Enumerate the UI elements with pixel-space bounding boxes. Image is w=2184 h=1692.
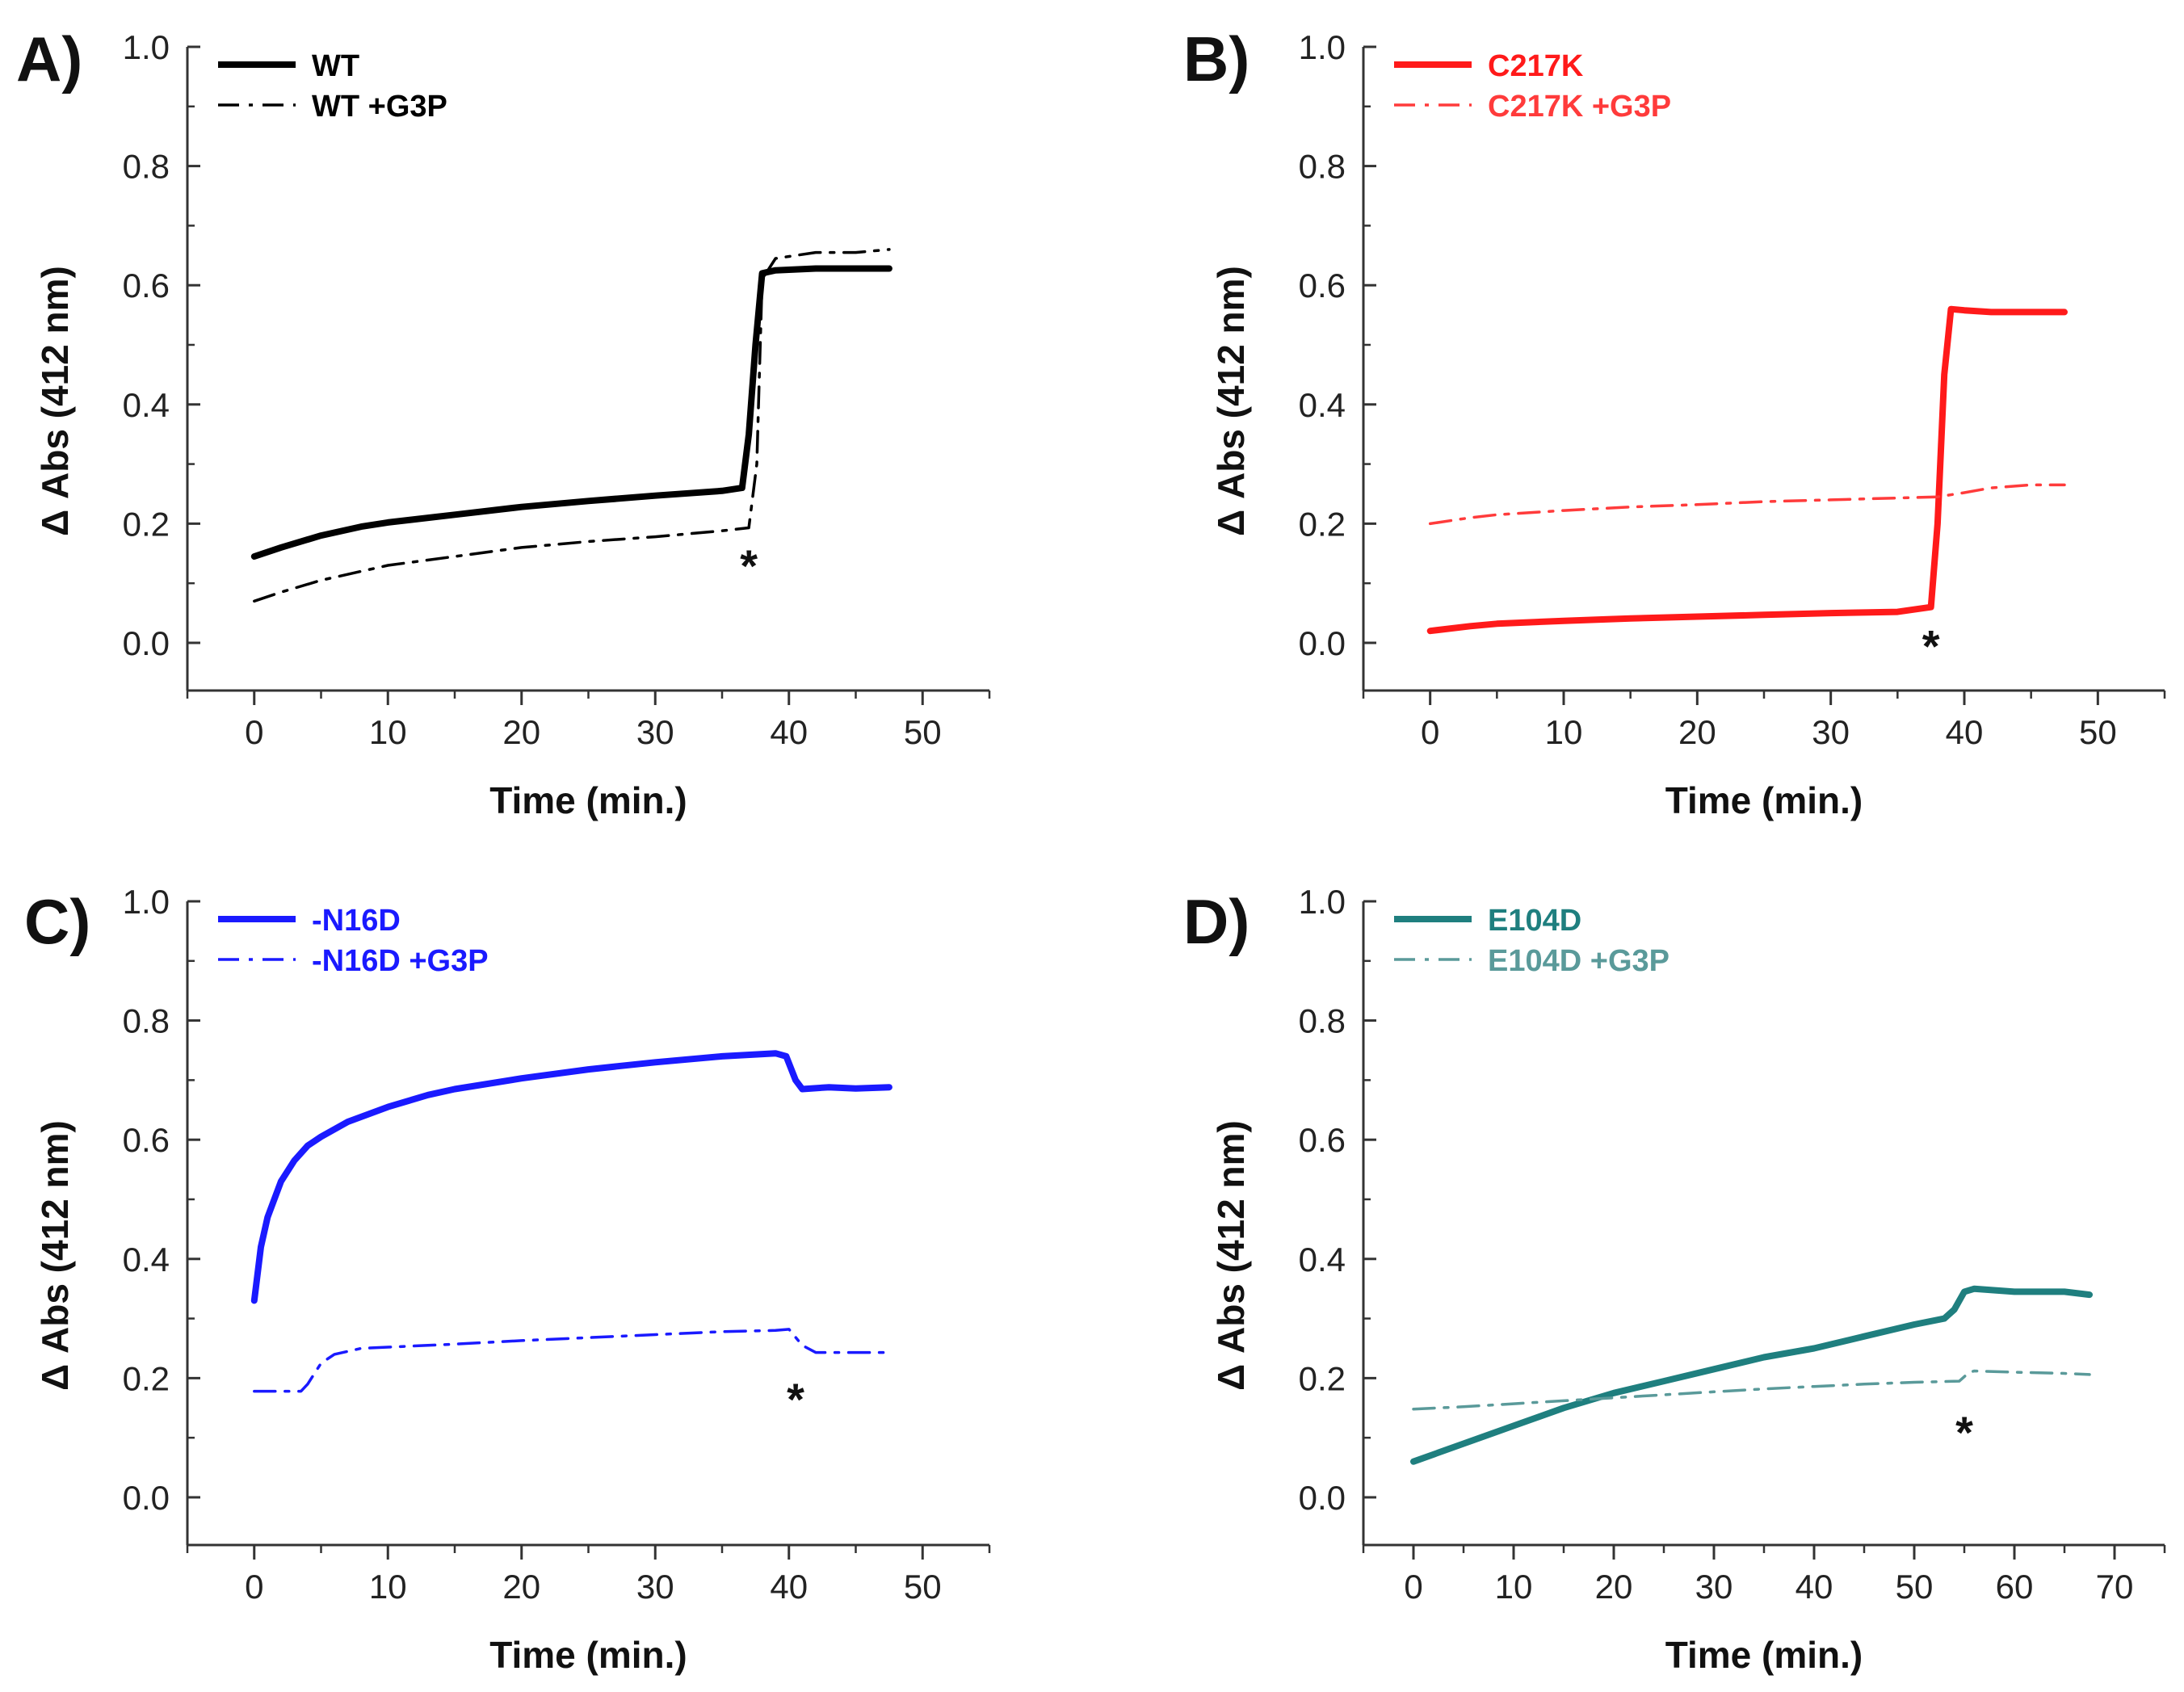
x-tick-label: 50 [904, 1568, 942, 1606]
x-tick-label: 70 [2096, 1568, 2134, 1606]
y-tick-label: 0.0 [123, 624, 170, 662]
x-tick-label: 10 [1495, 1568, 1533, 1606]
asterisk-annotation: * [787, 1374, 804, 1425]
series-line-c217k [1426, 305, 2068, 635]
x-tick-label: 20 [1595, 1568, 1633, 1606]
series-line-n16d [250, 1050, 892, 1304]
legend-label: -N16D +G3P [312, 944, 489, 978]
y-axis-title: Δ Abs (412 nm) [1210, 1120, 1252, 1391]
y-tick-label: 1.0 [1299, 28, 1346, 66]
y-tick-label: 0.8 [1299, 1002, 1346, 1040]
legend-label: -N16D [312, 904, 401, 938]
series-line-n16d-g3p [253, 1328, 891, 1393]
y-tick-label: 0.8 [123, 148, 170, 186]
x-tick-label: 0 [245, 713, 263, 751]
y-tick-label: 0.4 [123, 1241, 170, 1278]
x-tick-label: 10 [369, 1568, 407, 1606]
y-tick-label: 0.0 [1299, 624, 1346, 662]
x-axis-title: Time (min.) [489, 779, 687, 821]
y-tick-label: 0.2 [1299, 505, 1346, 543]
series-line-wt [250, 265, 892, 560]
x-tick-label: 0 [1421, 713, 1439, 751]
y-tick-label: 0.4 [123, 386, 170, 424]
legend-label: E104D [1488, 904, 1581, 938]
y-tick-label: 1.0 [123, 883, 170, 921]
x-tick-label: 60 [1996, 1568, 2034, 1606]
x-tick-label: 30 [636, 1568, 674, 1606]
y-tick-label: 0.6 [123, 267, 170, 304]
x-axis-title: Time (min.) [489, 1634, 687, 1676]
y-tick-label: 0.6 [1299, 267, 1346, 304]
y-tick-label: 0.6 [1299, 1121, 1346, 1159]
y-axis-title: Δ Abs (412 nm) [34, 1120, 76, 1391]
legend-label: C217K +G3P [1488, 90, 1671, 124]
asterisk-annotation: * [740, 540, 758, 591]
legend-label: C217K [1488, 49, 1584, 83]
series-line-e104d [1410, 1285, 2093, 1465]
x-tick-label: 20 [502, 1568, 540, 1606]
y-tick-label: 0.8 [1299, 148, 1346, 186]
y-tick-label: 0.2 [123, 505, 170, 543]
asterisk-annotation: * [1922, 621, 1940, 672]
panel-c: C) 0.0 0.2 0.4 0.6 0.8 1.0 0 10 20 30 40 50 Time (min… [24, 883, 991, 1676]
y-tick-label: 0.0 [123, 1479, 170, 1517]
legend-label: WT +G3P [312, 90, 447, 124]
x-tick-label: 40 [1946, 713, 1984, 751]
y-tick-label: 1.0 [1299, 883, 1346, 921]
x-tick-label: 0 [1404, 1568, 1422, 1606]
x-tick-label: 40 [770, 1568, 808, 1606]
panel-a: A) 0.0 0.2 0.4 0.6 0.8 1.0 0 10 20 30 40 50 Time (min… [16, 23, 991, 821]
x-tick-label: 40 [1796, 1568, 1833, 1606]
panel-d: D) 0.0 0.2 0.4 0.6 0.8 1.0 0 10 20 30 40 50 60 70 Time … [1183, 883, 2166, 1676]
x-tick-label: 30 [1695, 1568, 1733, 1606]
legend-label: E104D +G3P [1488, 944, 1670, 978]
panel-letter: D) [1183, 886, 1250, 957]
legend-label: WT [312, 49, 359, 83]
x-tick-label: 10 [1545, 713, 1583, 751]
x-tick-label: 50 [1896, 1568, 1934, 1606]
y-tick-label: 0.2 [1299, 1359, 1346, 1397]
x-axis-title: Time (min.) [1665, 779, 1863, 821]
y-tick-label: 0.0 [1299, 1479, 1346, 1517]
y-tick-label: 0.6 [123, 1121, 170, 1159]
series-line-c217k-g3p [1428, 483, 2066, 526]
y-axis-title: Δ Abs (412 nm) [1210, 266, 1252, 536]
x-tick-label: 0 [245, 1568, 263, 1606]
panel-letter: B) [1183, 23, 1250, 94]
x-tick-label: 20 [1678, 713, 1716, 751]
x-tick-label: 20 [502, 713, 540, 751]
x-tick-label: 30 [636, 713, 674, 751]
series-line-e104d-g3p [1412, 1369, 2091, 1411]
panel-letter: C) [24, 886, 90, 957]
x-tick-label: 10 [369, 713, 407, 751]
y-tick-label: 0.2 [123, 1359, 170, 1397]
x-tick-label: 40 [770, 713, 808, 751]
asterisk-annotation: * [1955, 1407, 1973, 1458]
x-tick-label: 30 [1812, 713, 1850, 751]
y-tick-label: 0.4 [1299, 1241, 1346, 1278]
series-line-wt-g3p [253, 248, 891, 603]
x-tick-label: 50 [2079, 713, 2117, 751]
x-tick-label: 50 [904, 713, 942, 751]
x-axis-title: Time (min.) [1665, 1634, 1863, 1676]
y-tick-label: 0.8 [123, 1002, 170, 1040]
panel-letter: A) [16, 23, 82, 94]
y-tick-label: 1.0 [123, 28, 170, 66]
y-axis-title: Δ Abs (412 nm) [34, 266, 76, 536]
y-tick-label: 0.4 [1299, 386, 1346, 424]
panel-b: B) 0.0 0.2 0.4 0.6 0.8 1.0 0 10 20 30 40 50 Time (min… [1183, 23, 2166, 821]
